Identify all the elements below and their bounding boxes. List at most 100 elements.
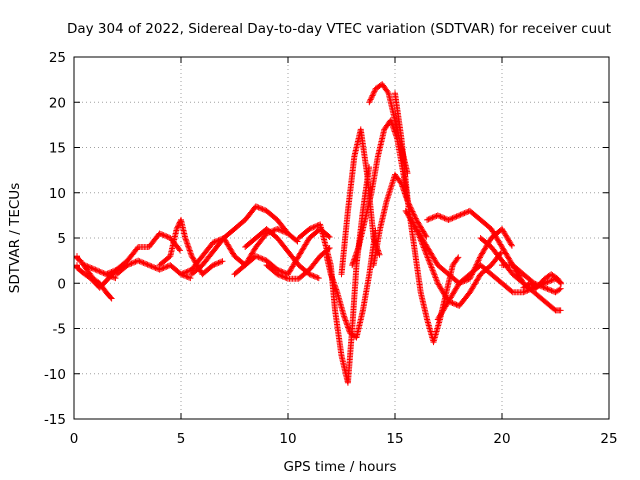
data-point: [256, 254, 263, 261]
data-layer: [74, 81, 565, 386]
data-point: [455, 254, 462, 261]
series-track-25: [520, 271, 565, 291]
data-point: [430, 270, 437, 277]
data-point: [152, 264, 159, 271]
data-point: [457, 211, 464, 218]
data-point: [307, 225, 314, 232]
data-point: [430, 214, 437, 221]
data-point: [83, 262, 90, 269]
data-point: [260, 206, 267, 213]
data-point: [307, 271, 314, 278]
data-point: [369, 92, 376, 99]
data-point: [306, 225, 313, 232]
data-point: [136, 258, 143, 265]
data-point: [432, 274, 439, 281]
data-point: [446, 216, 453, 223]
data-point: [178, 271, 184, 278]
data-point: [161, 264, 168, 271]
data-point: [210, 262, 217, 269]
data-point: [462, 209, 469, 216]
data-point: [157, 231, 164, 238]
y-tick-label: 20: [49, 95, 66, 111]
data-point: [458, 211, 465, 218]
data-point: [429, 214, 436, 221]
data-point: [184, 274, 191, 281]
data-point: [186, 267, 193, 274]
data-point: [548, 277, 555, 284]
data-point: [434, 212, 441, 219]
data-point: [523, 288, 530, 295]
data-point: [397, 179, 404, 186]
x-axis-label: GPS time / hours: [283, 459, 396, 475]
data-point: [547, 277, 554, 284]
data-point: [97, 268, 104, 275]
data-point: [159, 265, 166, 272]
data-point: [545, 278, 552, 285]
data-point: [260, 256, 267, 263]
data-point: [147, 262, 154, 269]
data-point: [256, 205, 263, 212]
data-point: [474, 258, 481, 265]
data-point: [91, 266, 98, 273]
series-track-17: [370, 171, 430, 269]
series-track-13: [323, 227, 379, 341]
data-point: [311, 273, 318, 280]
data-point: [276, 272, 283, 279]
data-point: [84, 263, 91, 270]
data-point: [275, 271, 282, 278]
data-point: [370, 91, 377, 98]
data-point: [186, 274, 193, 281]
data-point: [254, 253, 261, 260]
data-point: [141, 260, 148, 267]
data-point: [103, 271, 110, 278]
data-point: [294, 238, 301, 245]
data-point: [376, 251, 383, 258]
data-point: [177, 247, 184, 254]
data-point: [163, 233, 170, 240]
data-point: [310, 272, 317, 279]
data-point: [254, 203, 261, 210]
data-point: [258, 205, 265, 212]
data-point: [556, 286, 563, 293]
data-point: [160, 264, 167, 271]
data-point: [428, 215, 435, 222]
y-tick-label: -10: [44, 367, 66, 383]
data-point: [449, 215, 456, 222]
series-track-14: [338, 126, 383, 278]
data-point: [545, 286, 552, 293]
series-track-4: [103, 230, 184, 278]
data-point: [131, 259, 138, 266]
data-point: [441, 215, 448, 222]
data-point: [429, 265, 436, 272]
data-point: [325, 232, 332, 239]
data-point: [450, 300, 457, 307]
data-point: [371, 88, 378, 95]
data-point: [107, 294, 114, 301]
data-point: [156, 230, 163, 237]
data-point: [92, 266, 99, 273]
y-tick-label: 15: [49, 141, 66, 157]
axes: 0 5 10 15 20 25 -15 -10 -5 0 5 10 15 20 25: [44, 50, 618, 447]
data-point: [85, 263, 92, 270]
data-point: [508, 288, 515, 295]
data-point: [426, 215, 433, 222]
data-point: [508, 242, 515, 249]
y-tick-label: 10: [49, 186, 66, 202]
data-point: [426, 258, 433, 265]
data-point: [438, 214, 445, 221]
data-point: [433, 277, 440, 284]
data-point: [428, 264, 435, 271]
data-point: [153, 265, 160, 272]
data-point: [370, 89, 377, 96]
data-point: [255, 254, 262, 261]
data-point: [279, 228, 286, 235]
data-point: [187, 275, 194, 282]
data-point: [433, 275, 440, 282]
data-point: [132, 258, 139, 265]
data-point: [164, 233, 171, 240]
data-point: [104, 270, 111, 277]
data-point: [548, 287, 555, 294]
data-point: [282, 229, 289, 236]
data-point: [424, 253, 431, 260]
data-point: [424, 254, 431, 261]
